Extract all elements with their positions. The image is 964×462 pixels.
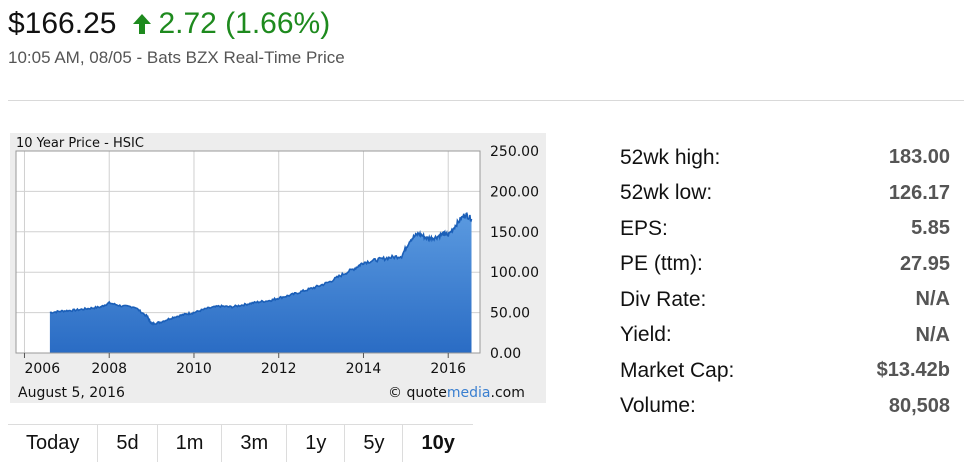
range-tab-1m[interactable]: 1m bbox=[157, 425, 223, 462]
stat-label: EPS: bbox=[620, 216, 668, 240]
x-tick-label: 2010 bbox=[176, 361, 212, 377]
stat-value: N/A bbox=[915, 288, 950, 311]
stat-label: 52wk high: bbox=[620, 145, 721, 169]
y-tick-label: 150.00 bbox=[490, 225, 539, 241]
key-stats: 52wk high: 183.00 52wk low: 126.17 EPS: 5.85 P… bbox=[620, 140, 950, 424]
stat-label: Market Cap: bbox=[620, 358, 735, 382]
price-chart-svg: 250.00 200.00 150.00 100.00 50.00 0.00 2006 20… bbox=[15, 136, 539, 401]
stat-value: 27.95 bbox=[899, 252, 950, 275]
x-tick-label: 2006 bbox=[24, 361, 60, 377]
stat-value: 5.85 bbox=[911, 217, 950, 240]
stat-label: Div Rate: bbox=[620, 287, 707, 311]
x-tick-label: 2016 bbox=[430, 361, 466, 377]
chart-title: 10 Year Price - HSIC bbox=[16, 136, 144, 151]
plot-border bbox=[15, 150, 481, 354]
stat-row: 52wk high: 183.00 bbox=[620, 140, 950, 176]
range-tab-5d[interactable]: 5d bbox=[98, 425, 158, 462]
stat-row: Div Rate: N/A bbox=[620, 282, 950, 318]
x-tick-label: 2012 bbox=[261, 361, 297, 377]
stat-label: 52wk low: bbox=[620, 181, 713, 205]
y-tick-label: 50.00 bbox=[490, 306, 530, 322]
arrow-up-icon bbox=[133, 14, 152, 34]
credit-brand: media bbox=[447, 385, 491, 401]
stat-row: EPS: 5.85 bbox=[620, 211, 950, 247]
stat-row: Volume: 80,508 bbox=[620, 389, 950, 425]
stat-value: 183.00 bbox=[888, 146, 950, 169]
price-chart: 250.00 200.00 150.00 100.00 50.00 0.00 2006 20… bbox=[10, 133, 546, 403]
range-tab-1y[interactable]: 1y bbox=[287, 425, 346, 462]
range-tab-10y[interactable]: 10y bbox=[403, 425, 473, 462]
stat-value: 126.17 bbox=[888, 181, 950, 204]
last-price: $166.25 bbox=[8, 7, 117, 40]
price-area bbox=[49, 213, 472, 353]
x-tick-label: 2014 bbox=[346, 361, 382, 377]
y-tick-label: 0.00 bbox=[490, 346, 521, 362]
stat-label: Volume: bbox=[620, 394, 696, 418]
price-line bbox=[49, 212, 473, 326]
stat-value: $13.42b bbox=[876, 359, 950, 382]
y-tick-label: 200.00 bbox=[490, 184, 539, 200]
stat-row: PE (ttm): 27.95 bbox=[620, 247, 950, 283]
range-tab-5y[interactable]: 5y bbox=[345, 425, 404, 462]
stat-row: 52wk low: 126.17 bbox=[620, 176, 950, 212]
range-tab-today[interactable]: Today bbox=[8, 425, 99, 462]
range-tabs: Today 5d 1m 3m 1y 5y 10y bbox=[8, 424, 473, 462]
chart-date: August 5, 2016 bbox=[18, 385, 125, 401]
credit-prefix: © quote bbox=[388, 385, 447, 401]
header-divider bbox=[8, 100, 964, 101]
stat-value: 80,508 bbox=[888, 394, 950, 417]
y-tick-label: 100.00 bbox=[490, 265, 539, 281]
x-tick-label: 2008 bbox=[91, 361, 127, 377]
credit-tld: .com bbox=[491, 385, 525, 401]
range-tab-3m[interactable]: 3m bbox=[222, 425, 288, 462]
quote-header: $166.25 2.72 (1.66%) bbox=[8, 4, 330, 44]
stat-row: Yield: N/A bbox=[620, 318, 950, 354]
chart-credit: © quotemedia.com bbox=[388, 385, 525, 401]
y-tick-label: 250.00 bbox=[490, 144, 539, 160]
stat-row: Market Cap: $13.42b bbox=[620, 353, 950, 389]
quote-timestamp: 10:05 AM, 08/05 - Bats BZX Real-Time Pri… bbox=[8, 48, 345, 67]
price-change: 2.72 (1.66%) bbox=[158, 7, 331, 40]
stat-label: PE (ttm): bbox=[620, 252, 703, 276]
stat-value: N/A bbox=[915, 323, 950, 346]
stat-label: Yield: bbox=[620, 323, 672, 347]
